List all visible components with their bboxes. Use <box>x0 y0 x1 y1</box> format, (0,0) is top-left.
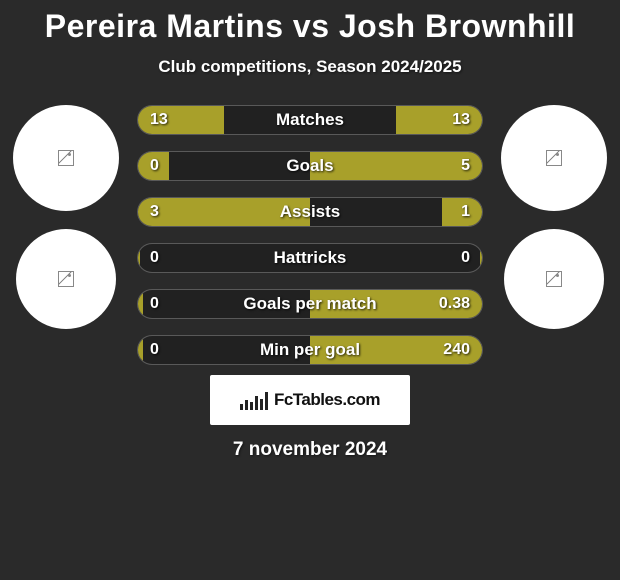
subtitle: Club competitions, Season 2024/2025 <box>158 57 461 77</box>
date-label: 7 november 2024 <box>233 439 387 461</box>
player-left-avatar <box>13 105 119 211</box>
stat-row: 0 240 Min per goal <box>137 335 483 365</box>
stat-value-left: 0 <box>150 249 159 267</box>
stat-fill-right <box>480 244 482 272</box>
stat-label: Assists <box>280 202 340 222</box>
logo-bars-icon <box>240 390 268 410</box>
stat-value-left: 0 <box>150 157 159 175</box>
stat-fill-left <box>138 290 143 318</box>
stat-fill-left <box>138 336 143 364</box>
stat-label: Matches <box>276 110 344 130</box>
team-right-avatar <box>504 229 604 329</box>
stat-label: Goals <box>286 156 333 176</box>
stat-row: 0 0.38 Goals per match <box>137 289 483 319</box>
stat-value-left: 0 <box>150 341 159 359</box>
comparison-card: Pereira Martins vs Josh Brownhill Club c… <box>0 0 620 580</box>
player-right-avatar <box>501 105 607 211</box>
image-placeholder-icon <box>58 150 74 166</box>
stat-fill-right <box>310 152 482 180</box>
stat-value-right: 240 <box>443 341 470 359</box>
stat-row: 13 13 Matches <box>137 105 483 135</box>
main-row: 1313Matches05Goals31Assists00Hattricks00… <box>0 105 620 365</box>
stat-value-left: 13 <box>150 111 168 129</box>
image-placeholder-icon <box>546 150 562 166</box>
stat-value-left: 0 <box>150 295 159 313</box>
stat-row: 3 1 Assists <box>137 197 483 227</box>
image-placeholder-icon <box>546 271 562 287</box>
stat-label: Hattricks <box>274 248 347 268</box>
left-side <box>11 105 121 329</box>
stats-bars: 1313Matches05Goals31Assists00Hattricks00… <box>137 105 483 365</box>
stat-fill-left <box>138 244 140 272</box>
stat-value-right: 13 <box>452 111 470 129</box>
stat-row: 0 0 Hattricks <box>137 243 483 273</box>
stat-label: Min per goal <box>260 340 360 360</box>
image-placeholder-icon <box>58 271 74 287</box>
stat-row: 0 5 Goals <box>137 151 483 181</box>
team-left-avatar <box>16 229 116 329</box>
logo-text: FcTables.com <box>274 390 380 410</box>
stat-value-right: 0.38 <box>439 295 470 313</box>
stat-label: Goals per match <box>243 294 376 314</box>
right-side <box>499 105 609 329</box>
fctables-logo: FcTables.com <box>210 375 410 425</box>
stat-value-right: 1 <box>461 203 470 221</box>
stat-value-right: 5 <box>461 157 470 175</box>
page-title: Pereira Martins vs Josh Brownhill <box>45 8 575 45</box>
stat-value-left: 3 <box>150 203 159 221</box>
stat-value-right: 0 <box>461 249 470 267</box>
